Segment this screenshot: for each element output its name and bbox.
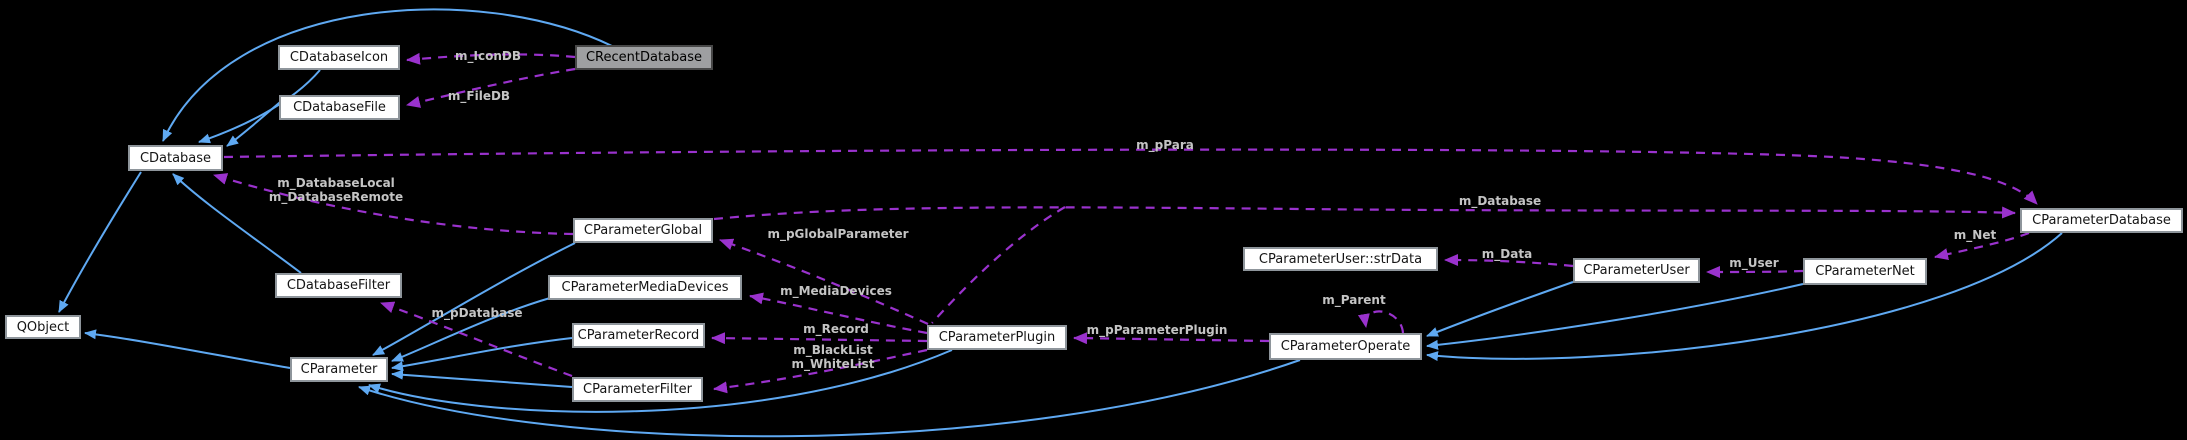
usage-edge-cparameterdatabase-to-cparameternet — [1934, 231, 2030, 260]
inheritance-edge-cparameterdatabase-to-cparameteroperate — [1426, 232, 2063, 362]
edge-label-m-pparameterplugin: m_pParameterPlugin — [1086, 323, 1228, 337]
edge-label-m-user: m_User — [1729, 256, 1779, 270]
class-node-cparameterfilter[interactable]: CParameterFilter — [572, 377, 703, 402]
class-node-cparameter[interactable]: CParameter — [290, 357, 388, 382]
class-node-cparameternet[interactable]: CParameterNet — [1803, 258, 1927, 285]
inheritance-edge-cparameter-to-qobject — [84, 329, 291, 369]
class-node-label: CParameterUser::strData — [1258, 251, 1423, 267]
class-node-label: QObject — [16, 319, 70, 335]
class-node-label: CParameterMediaDevices — [561, 280, 729, 295]
edge-label-m-parent: m_Parent — [1322, 293, 1386, 307]
class-node-cparameterdatabase[interactable]: CParameterDatabase — [2020, 208, 2183, 233]
class-node-crecentdatabase[interactable]: CRecentDatabase — [575, 45, 713, 70]
inheritance-edge-cparameterrecord-to-cparameter — [391, 337, 573, 372]
edge-label-m-record: m_Record — [803, 322, 869, 336]
class-node-label: CDatabaseFilter — [286, 278, 391, 293]
inheritance-edge-crecentdatabase-to-cdatabase — [162, 8, 613, 142]
class-node-label: CParameterRecord — [577, 328, 700, 343]
class-node-label: CParameterOperate — [1280, 339, 1411, 354]
class-node-label: CParameterPlugin — [938, 330, 1056, 345]
edge-label-m-pdatabase: m_pDatabase — [431, 306, 523, 320]
class-node-label: CParameterFilter — [583, 382, 692, 397]
class-node-label: CParameterDatabase — [2032, 213, 2171, 228]
inheritance-edge-cparameternet-to-cparameteroperate — [1426, 283, 1804, 350]
usage-edge-cparameterplugin-to-cparameterglobal — [719, 238, 929, 326]
class-node-label: CRecentDatabase — [585, 50, 703, 65]
inheritance-edge-cdatabase-to-qobject — [58, 171, 142, 313]
usage-edge-cparameteroperate-to-cparameteroperate — [1357, 310, 1405, 334]
edge-label-m-blacklist: m_BlackList m_WhiteList — [791, 343, 875, 371]
class-node-label: CParameterGlobal — [583, 223, 703, 238]
usage-edge-strand — [931, 206, 1066, 324]
usage-edge-cparameterplugin-to-cparameterrecord — [711, 332, 928, 345]
class-node-cdatabasefile[interactable]: CDatabaseFile — [279, 95, 400, 120]
class-node-cdatabasefilter[interactable]: CDatabaseFilter — [275, 273, 402, 298]
inheritance-edge-cparameterfilter-to-cparameter — [391, 369, 573, 388]
inheritance-edge-cdatabasefile-to-cdatabase — [226, 96, 287, 147]
inheritance-edge-cparameterglobal-to-cparameter — [372, 242, 576, 356]
class-node-label: CDatabaseFile — [293, 100, 386, 115]
class-node-cdatabase[interactable]: CDatabase — [128, 145, 223, 171]
usage-edge-crecentdatabase-to-cdatabaseicon — [406, 52, 576, 65]
edge-label-m-databaselocal: m_DatabaseLocal m_DatabaseRemote — [268, 176, 404, 204]
edge-label-m-mediadevices: m_MediaDevices — [780, 284, 892, 298]
class-node-cparameterrecord[interactable]: CParameterRecord — [572, 323, 705, 348]
usage-edge-cparameternet-to-cparameteruser — [1706, 265, 1804, 278]
inheritance-edge-cparameterplugin-to-cparameter — [368, 349, 953, 413]
usage-edge-cparameterplugin-to-cparametermediadevices — [749, 292, 928, 335]
class-node-label: CDatabase — [139, 150, 212, 166]
edge-label-m-ppara: m_pPara — [1136, 138, 1194, 152]
inheritance-edge-cparametermediadevices-to-cparameter — [391, 297, 551, 362]
class-node-cdatabaseicon[interactable]: CDatabaseIcon — [278, 45, 400, 70]
edge-label-m-pglobalparameter: m_pGlobalParameter — [767, 227, 909, 241]
class-node-cparameteroperate[interactable]: CParameterOperate — [1269, 333, 1422, 360]
edge-label-m-net: m_Net — [1953, 228, 1997, 242]
usage-edge-crecentdatabase-to-cdatabasefile — [406, 67, 576, 108]
edge-label-m-data: m_Data — [1481, 247, 1533, 261]
class-node-label: CParameter — [300, 362, 378, 377]
usage-edge-cparameterglobal-to-cdatabase — [213, 173, 574, 236]
class-node-qobject[interactable]: QObject — [5, 315, 81, 339]
class-node-cparametermediadevices[interactable]: CParameterMediaDevices — [548, 275, 742, 300]
class-node-label: CParameterUser — [1583, 263, 1690, 278]
class-node-cparameteruser[interactable]: CParameterUser — [1573, 258, 1700, 283]
usage-edge-cdatabase-to-cparameterdatabase — [223, 148, 2038, 205]
class-node-cparameterplugin[interactable]: CParameterPlugin — [927, 325, 1067, 350]
inheritance-edge-cdatabaseicon-to-cdatabase — [198, 69, 321, 144]
inheritance-edge-cparameteroperate-to-cparameter — [358, 359, 1301, 438]
usage-edge-cparameteroperate-to-cparameterplugin — [1073, 332, 1270, 345]
class-node-cparameteruser-strdata[interactable]: CParameterUser::strData — [1243, 247, 1438, 271]
class-node-label: CParameterNet — [1815, 264, 1915, 279]
usage-edge-cparameterglobal-to-cparameterdatabase — [713, 206, 2016, 221]
usage-edge-cparameterfilter-to-cdatabasefilter — [380, 301, 573, 378]
edge-label-m-database: m_Database — [1458, 194, 1542, 208]
edge-label-m-icondb: m_IconDB — [455, 49, 521, 63]
inheritance-edge-cparameteruser-to-cparameteroperate — [1426, 281, 1574, 337]
usage-edge-cparameteruser-to-cparameteruser-strdata — [1444, 254, 1574, 268]
class-node-cparameterglobal[interactable]: CParameterGlobal — [573, 218, 713, 243]
class-node-label: CDatabaseIcon — [289, 50, 389, 65]
inheritance-edge-cdatabasefilter-to-cdatabase — [172, 173, 302, 274]
edge-label-m-filedb: m_FileDB — [447, 89, 511, 103]
